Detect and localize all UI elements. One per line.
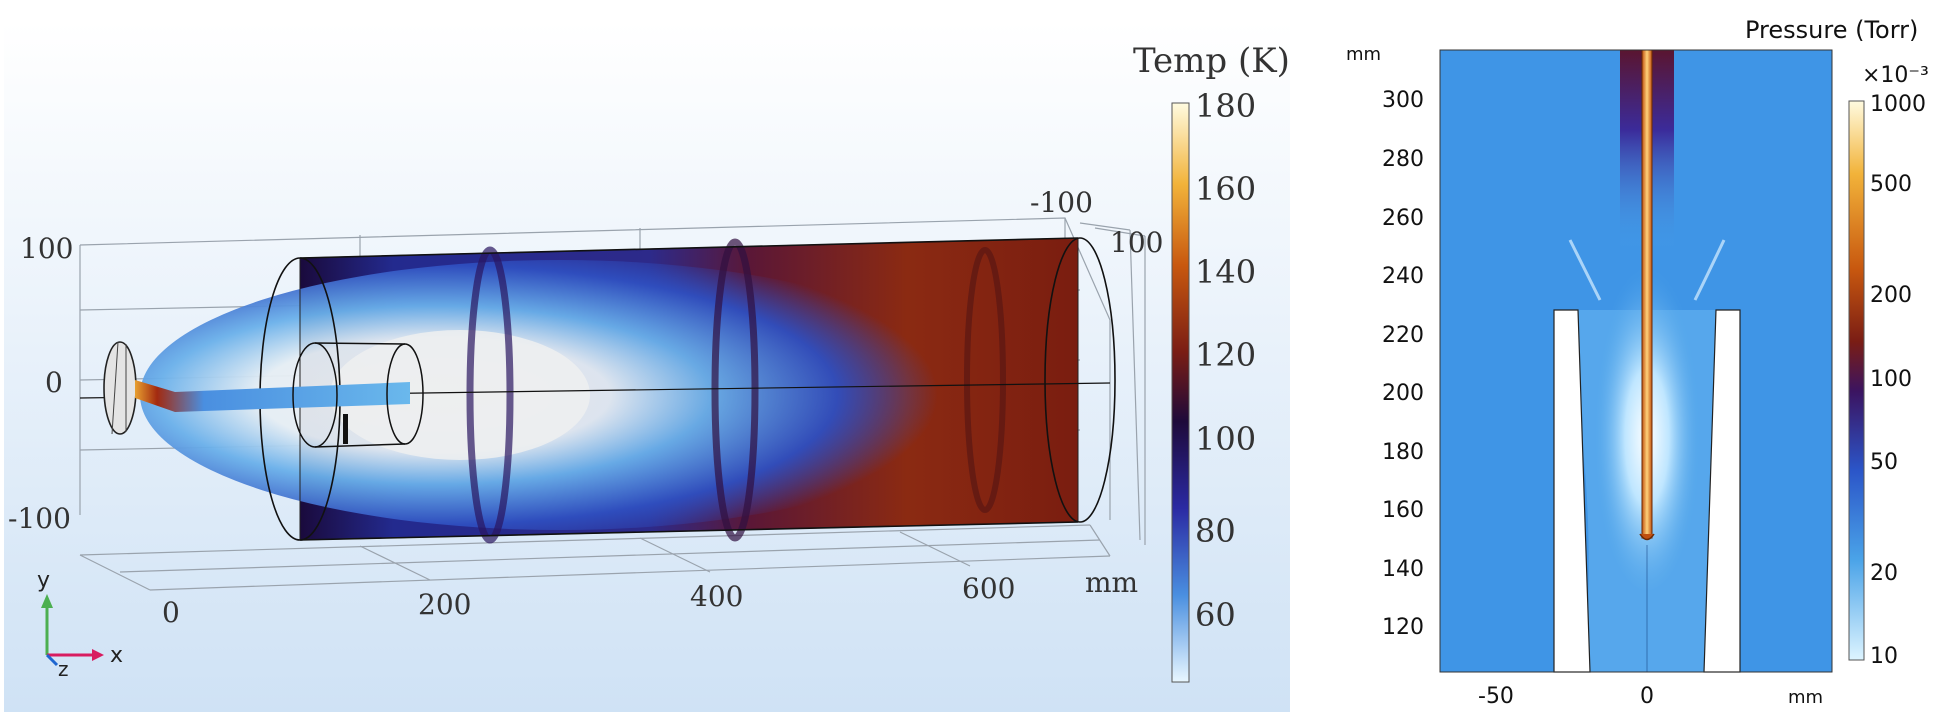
y-tick-0: 0 bbox=[45, 366, 63, 399]
pressure-tick-1000: 1000 bbox=[1870, 92, 1926, 117]
triad-y-label: y bbox=[37, 568, 50, 593]
pressure-y-unit: mm bbox=[1346, 44, 1381, 65]
temp-tick-180: 180 bbox=[1195, 87, 1256, 125]
pressure-field bbox=[1439, 49, 1833, 673]
p-y-tick-120: 120 bbox=[1382, 615, 1424, 640]
p-x-tick-0: 0 bbox=[1640, 684, 1654, 709]
p-x-tick-neg50: -50 bbox=[1478, 684, 1514, 709]
x-unit-label: mm bbox=[1085, 566, 1138, 599]
pressure-2d-panel: mm 300 280 260 240 220 200 180 160 140 1… bbox=[1346, 16, 1929, 709]
pressure-tick-20: 20 bbox=[1870, 561, 1898, 586]
p-y-tick-180: 180 bbox=[1382, 440, 1424, 465]
x-tick-400: 400 bbox=[690, 580, 743, 613]
pressure-tick-200: 200 bbox=[1870, 283, 1912, 308]
central-rod bbox=[1641, 49, 1653, 539]
x-tick-200: 200 bbox=[418, 588, 471, 621]
nozzle-tube bbox=[103, 341, 424, 448]
p-y-tick-280: 280 bbox=[1382, 147, 1424, 172]
shock-band-3 bbox=[964, 247, 1006, 513]
pressure-multiplier: ×10⁻³ bbox=[1862, 63, 1929, 88]
shock-band-2 bbox=[711, 238, 759, 542]
temperature-3d-panel: 100 0 -100 0 200 400 600 mm -100 100 y x… bbox=[4, 22, 1290, 712]
temp-tick-60: 60 bbox=[1195, 596, 1236, 634]
temp-tick-140: 140 bbox=[1195, 253, 1256, 291]
temp-tick-80: 80 bbox=[1195, 512, 1236, 550]
pressure-tick-10: 10 bbox=[1870, 644, 1898, 669]
pressure-x-unit: mm bbox=[1788, 687, 1823, 708]
pressure-colorbar-title: Pressure (Torr) bbox=[1745, 16, 1918, 44]
p-y-tick-260: 260 bbox=[1382, 206, 1424, 231]
p-y-tick-240: 240 bbox=[1382, 264, 1424, 289]
p-y-tick-220: 220 bbox=[1382, 323, 1424, 348]
triad-z-label: z bbox=[58, 657, 69, 681]
y-tick-100: 100 bbox=[20, 232, 73, 265]
p-y-tick-160: 160 bbox=[1382, 498, 1424, 523]
temperature-colorbar-title: Temp (K) bbox=[1133, 41, 1290, 81]
temperature-colorbar: Temp (K) 180 160 140 120 100 80 60 bbox=[1133, 41, 1290, 683]
pressure-tick-50: 50 bbox=[1870, 450, 1898, 475]
temp-tick-160: 160 bbox=[1195, 170, 1256, 208]
axis-triad: y x z bbox=[37, 568, 123, 681]
shock-band-1 bbox=[466, 246, 514, 544]
z-tick-100: 100 bbox=[1110, 226, 1163, 259]
z-tick-neg100: -100 bbox=[1030, 186, 1093, 219]
pressure-colorbar: Pressure (Torr) ×10⁻³ 1000 500 200 100 5… bbox=[1745, 16, 1929, 669]
p-y-tick-200: 200 bbox=[1382, 381, 1424, 406]
triad-x-label: x bbox=[110, 643, 123, 668]
x-tick-0: 0 bbox=[162, 596, 180, 629]
pressure-tick-500: 500 bbox=[1870, 172, 1912, 197]
pressure-tick-100: 100 bbox=[1870, 367, 1912, 392]
y-tick-neg100: -100 bbox=[8, 502, 71, 535]
temp-tick-120: 120 bbox=[1195, 336, 1256, 374]
p-y-tick-300: 300 bbox=[1382, 88, 1424, 113]
temp-tick-100: 100 bbox=[1195, 420, 1256, 458]
p-y-tick-140: 140 bbox=[1382, 557, 1424, 582]
x-tick-600: 600 bbox=[962, 572, 1015, 605]
